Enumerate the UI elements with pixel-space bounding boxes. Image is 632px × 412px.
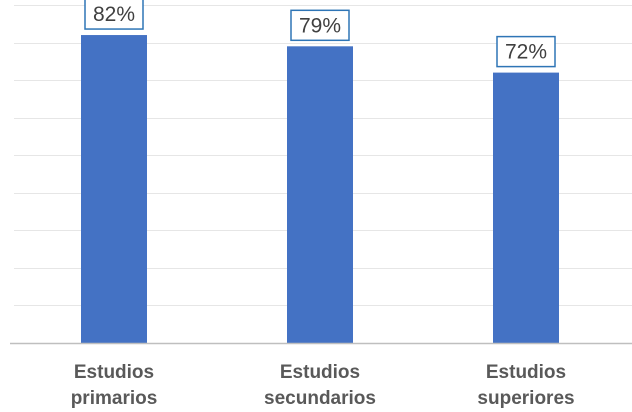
category-label: Estudios <box>280 362 360 383</box>
category-label: superiores <box>477 388 574 409</box>
data-label-box <box>496 35 556 68</box>
data-label-box <box>84 0 144 30</box>
data-labels: 82% 79% 72% <box>84 0 556 68</box>
bar <box>81 35 147 344</box>
category-label: Estudios <box>74 362 154 383</box>
data-label-box <box>290 9 350 42</box>
category-labels: Estudios primarios Estudios secundarios Estu… <box>71 362 575 409</box>
category-label: secundarios <box>264 388 376 409</box>
bar-series <box>81 35 559 344</box>
data-label: 82% <box>93 3 135 26</box>
bar <box>287 46 353 344</box>
category-label: Estudios <box>486 362 566 383</box>
data-label: 72% <box>505 41 547 64</box>
category-label: primarios <box>71 388 158 409</box>
bar <box>493 72 559 343</box>
data-label: 79% <box>299 14 341 37</box>
